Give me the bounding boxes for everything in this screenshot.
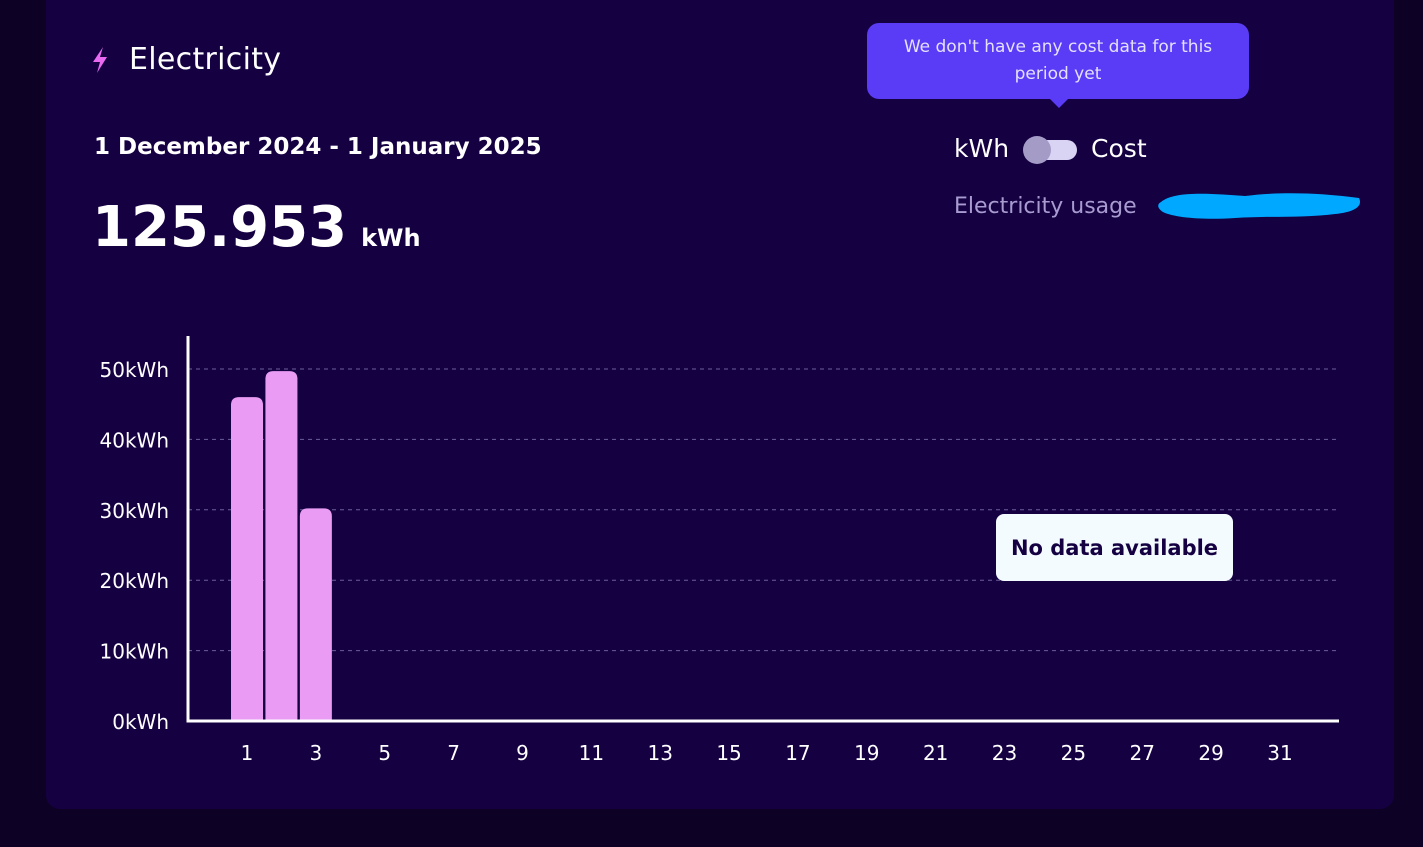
total-usage-value: 125.953 (92, 195, 348, 260)
y-tick-label: 10kWh (100, 640, 169, 664)
x-tick-label: 29 (1198, 741, 1223, 765)
electricity-usage-label: Electricity usage (954, 194, 1137, 219)
y-axis-tick-labels: 0kWh 10kWh 20kWh 30kWh 40kWh 50kWh (100, 358, 169, 734)
grid-lines (188, 368, 1339, 652)
toggle-label-kwh[interactable]: kWh (954, 134, 1010, 163)
cost-data-tooltip: We don't have any cost data for this per… (867, 23, 1249, 99)
x-tick-label: 13 (647, 741, 672, 765)
usage-bar-day-3[interactable] (299, 508, 332, 721)
bars (231, 371, 332, 721)
usage-bar-day-1[interactable] (231, 397, 263, 721)
x-tick-label: 21 (923, 741, 948, 765)
no-data-text: No data available (1010, 535, 1219, 560)
y-tick-label: 30kWh (100, 499, 169, 523)
y-tick-label: 20kWh (100, 569, 169, 593)
x-tick-label: 7 (447, 741, 460, 765)
tooltip-arrow (1049, 98, 1069, 108)
axes (186, 336, 1339, 723)
card-header: Electricity (89, 42, 281, 77)
card-title: Electricity (129, 42, 282, 77)
y-tick-label: 0kWh (112, 710, 169, 734)
x-tick-label: 25 (1061, 741, 1086, 765)
total-usage: 125.953 kWh (92, 200, 421, 256)
tooltip-text: We don't have any cost data for this per… (903, 37, 1213, 84)
total-usage-unit: kWh (361, 224, 421, 252)
x-tick-label: 1 (241, 741, 254, 765)
kwh-cost-switch[interactable] (1023, 135, 1078, 164)
x-tick-label: 17 (785, 741, 810, 765)
x-axis-tick-labels: 1 3 5 7 9 11 13 15 17 19 21 23 25 27 29 31 (241, 741, 1293, 765)
toggle-label-cost[interactable]: Cost (1091, 134, 1147, 163)
lightning-bolt-icon (93, 46, 107, 73)
x-tick-label: 23 (992, 741, 1017, 765)
no-data-message: No data available (996, 514, 1233, 581)
y-tick-label: 40kWh (100, 428, 169, 452)
x-tick-label: 3 (309, 741, 322, 765)
usage-bar-day-2[interactable] (265, 371, 298, 721)
x-tick-label: 11 (579, 741, 604, 765)
switch-knob[interactable] (1023, 135, 1052, 164)
x-tick-label: 9 (516, 741, 529, 765)
date-range: 1 December 2024 - 1 January 2025 (94, 134, 542, 160)
y-tick-label: 50kWh (100, 358, 169, 382)
x-tick-label: 31 (1267, 741, 1292, 765)
x-tick-label: 5 (378, 741, 391, 765)
x-tick-label: 15 (716, 741, 741, 765)
redaction-scribble (1158, 193, 1360, 219)
unit-toggle: kWh Cost (954, 134, 1147, 164)
x-tick-label: 27 (1130, 741, 1155, 765)
x-tick-label: 19 (854, 741, 879, 765)
